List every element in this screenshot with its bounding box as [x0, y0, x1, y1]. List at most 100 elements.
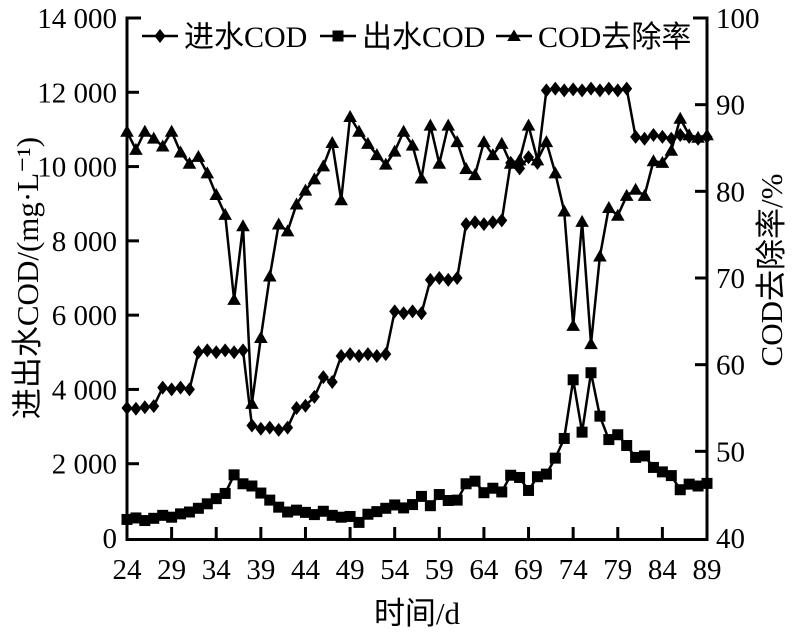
effluent-cod-marker — [237, 478, 249, 490]
data-series — [120, 81, 714, 528]
effluent-cod-marker — [451, 494, 463, 506]
influent-cod-marker — [183, 382, 195, 397]
y-left-tick-label: 10 000 — [37, 152, 117, 184]
effluent-cod-marker — [130, 512, 142, 524]
y-right-tick-label: 100 — [716, 3, 760, 35]
removal-rate-marker — [227, 292, 241, 305]
effluent-cod-marker — [523, 484, 535, 496]
effluent-cod-marker — [291, 504, 303, 516]
x-tick-label: 24 — [113, 554, 143, 586]
removal-rate-marker — [334, 193, 348, 206]
removal-rate-marker — [298, 183, 313, 196]
influent-cod-marker — [469, 215, 481, 230]
x-tick-label: 49 — [336, 554, 365, 586]
effluent-cod-marker — [299, 506, 311, 518]
removal-rate-marker — [503, 156, 518, 169]
removal-rate-marker — [423, 118, 438, 131]
influent-cod-marker — [157, 380, 169, 395]
y-left-tick-label: 8 000 — [52, 226, 117, 258]
influent-cod-marker — [282, 420, 294, 435]
influent-cod-marker — [255, 421, 267, 436]
effluent-cod-marker — [192, 502, 204, 514]
removal-rate-marker — [405, 138, 420, 151]
effluent-cod-marker — [621, 440, 633, 452]
influent-cod-marker — [612, 83, 624, 98]
removal-rate-marker — [218, 207, 232, 220]
effluent-cod-marker — [264, 494, 276, 506]
removal-rate-series — [120, 110, 714, 409]
removal-rate-marker — [700, 128, 714, 141]
effluent-cod-marker — [246, 480, 258, 492]
effluent-cod-marker — [630, 451, 642, 463]
y-right-tick-label: 60 — [716, 350, 745, 382]
influent-cod-series — [121, 81, 713, 437]
effluent-cod-marker — [362, 508, 374, 520]
effluent-cod-marker — [612, 429, 624, 441]
plot-frame — [125, 16, 709, 541]
effluent-cod-marker — [656, 466, 668, 478]
effluent-cod-marker — [210, 493, 222, 505]
influent-cod-marker — [603, 81, 615, 96]
influent-cod-marker — [192, 345, 204, 360]
removal-rate-marker — [441, 118, 456, 131]
influent-cod-marker — [362, 347, 374, 362]
legend: 进水COD 出水COD COD去除率 — [142, 21, 691, 54]
effluent-cod-marker — [380, 502, 392, 514]
effluent-cod-marker — [308, 509, 320, 521]
effluent-cod-marker — [603, 434, 615, 446]
legend-item-removal-rate: COD去除率 — [496, 21, 691, 54]
effluent-cod-marker — [594, 410, 606, 422]
effluent-cod-marker — [460, 478, 472, 490]
influent-cod-marker — [389, 304, 401, 319]
effluent-cod-marker — [674, 484, 686, 496]
effluent-cod-marker — [433, 489, 445, 501]
removal-rate-marker — [628, 182, 643, 195]
removal-rate-marker — [378, 157, 393, 170]
removal-rate-marker — [486, 148, 500, 161]
removal-rate-marker — [477, 135, 491, 148]
x-tick-label: 79 — [603, 554, 632, 586]
removal-rate-marker — [602, 201, 616, 213]
y-left-tick-label: 4 000 — [52, 374, 117, 406]
effluent-cod-marker — [157, 509, 169, 521]
removal-rate-marker — [254, 331, 268, 343]
effluent-cod-marker — [371, 506, 383, 518]
x-tick-label: 64 — [469, 554, 499, 586]
removal-rate-marker — [200, 166, 215, 179]
effluent-cod-marker — [335, 511, 347, 523]
x-tick-label: 29 — [157, 554, 186, 586]
removal-rate-marker — [271, 217, 286, 230]
removal-rate-marker — [673, 111, 688, 124]
diamond-icon — [154, 29, 166, 43]
removal-rate-marker — [566, 318, 580, 331]
y-right-tick-label: 80 — [716, 176, 745, 208]
influent-cod-marker — [201, 343, 213, 358]
influent-cod-marker — [291, 401, 303, 415]
influent-cod-marker — [407, 304, 419, 319]
influent-cod-marker — [273, 422, 285, 437]
effluent-cod-marker — [639, 450, 651, 462]
removal-rate-marker — [530, 153, 545, 166]
removal-rate-marker — [396, 124, 411, 137]
effluent-cod-marker — [139, 515, 151, 527]
effluent-cod-marker — [389, 499, 401, 511]
axis-ticks: 0 2 000 4 000 6 000 8 000 10 000 12 000 14 000 4… — [37, 3, 759, 586]
influent-cod-marker — [424, 272, 436, 287]
removal-rate-marker — [155, 139, 170, 152]
legend-item-influent-cod: 进水COD — [142, 21, 307, 54]
influent-cod-marker — [317, 370, 329, 385]
influent-cod-marker — [656, 129, 668, 144]
y-right-tick-label: 50 — [716, 436, 745, 468]
influent-cod-marker — [210, 345, 222, 360]
y-right-tick-label: 40 — [716, 523, 745, 555]
removal-rate-marker — [646, 154, 661, 167]
effluent-cod-marker — [121, 513, 133, 525]
removal-rate-marker — [316, 159, 331, 172]
removal-rate-marker — [280, 224, 295, 237]
removal-rate-marker — [512, 153, 527, 166]
x-tick-label: 44 — [291, 554, 321, 586]
influent-cod-marker — [433, 271, 445, 285]
legend-label-removal-rate: COD去除率 — [538, 21, 691, 54]
